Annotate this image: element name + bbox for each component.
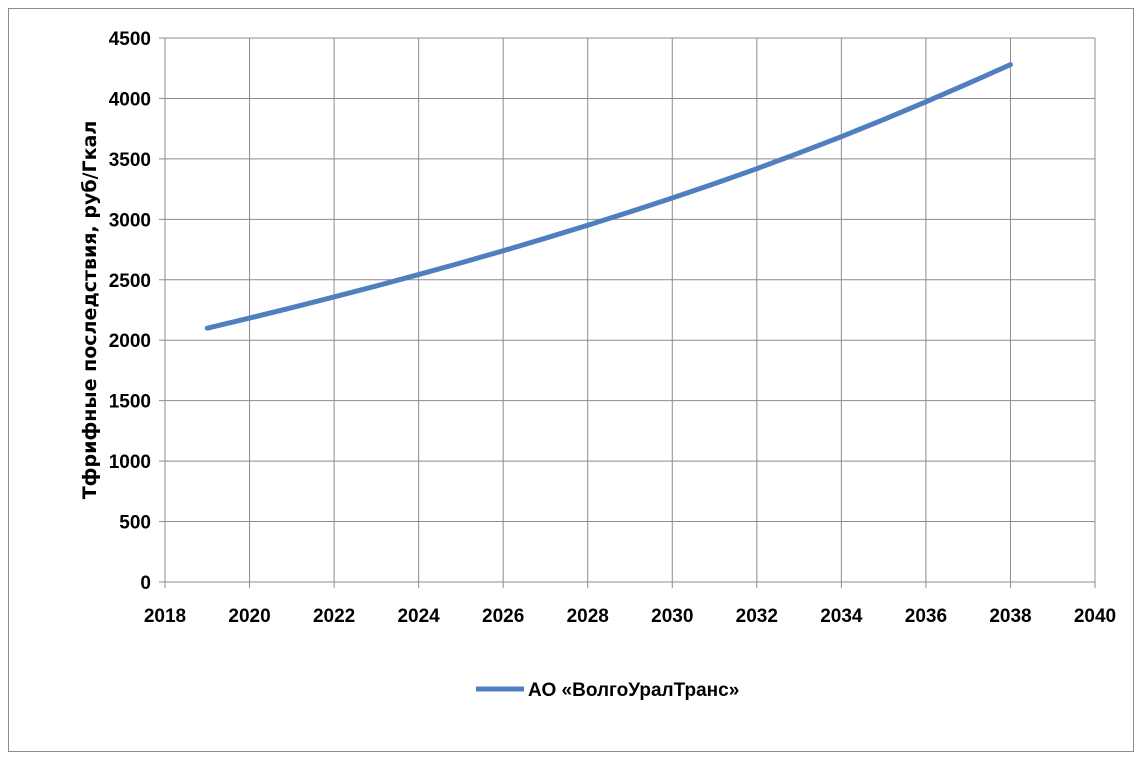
x-tick-label: 2038 [989,606,1031,627]
y-tick-label: 3000 [109,210,151,231]
y-tick-label: 2500 [109,271,151,292]
legend-label: АО «ВолгоУралТранс» [528,680,739,701]
y-tick-label: 1000 [109,452,151,473]
legend: АО «ВолгоУралТранс» [476,680,739,701]
series-lines [204,62,1013,331]
y-axis-ticks: 0 500 1000 1500 2000 2500 3000 3500 4000 4500 [109,29,165,594]
x-tick-label: 2026 [482,606,524,627]
y-tick-label: 2000 [109,331,151,352]
x-tick-label: 2030 [651,606,693,627]
x-tick-label: 2036 [905,606,947,627]
x-tick-label: 2020 [228,606,270,627]
y-tick-label: 3500 [109,150,151,171]
grid-lines [165,37,1096,582]
y-tick-label: 4000 [109,89,151,110]
x-tick-label: 2040 [1074,606,1116,627]
x-tick-label: 2022 [313,606,355,627]
x-tick-label: 2024 [397,606,440,627]
x-tick-label: 2028 [567,606,609,627]
x-axis-ticks: 2018 2020 2022 2024 2026 2028 2030 2032 2034 2036… [144,582,1116,627]
chart-frame [8,8,1134,752]
x-tick-label: 2032 [736,606,778,627]
y-tick-label: 1500 [109,392,151,413]
axes [164,38,1095,583]
y-tick-label: 0 [140,573,151,594]
series-line [204,62,1013,331]
x-tick-label: 2018 [144,606,186,627]
x-tick-label: 2034 [820,606,863,627]
y-tick-label: 500 [119,513,151,534]
y-axis-title: Тфрифные последствия, руб/Гкал [79,121,101,500]
y-tick-label: 4500 [109,29,151,50]
